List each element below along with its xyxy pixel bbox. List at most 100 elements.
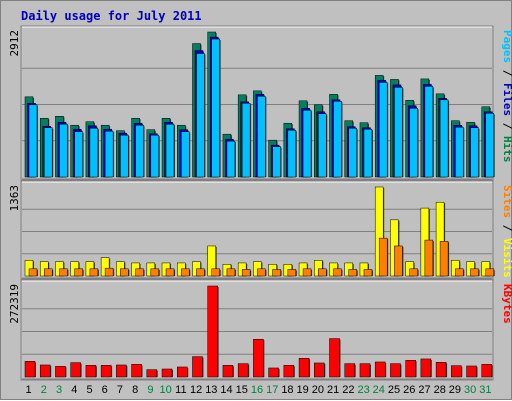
bar-kbytes-day-7 [116,364,127,378]
bar-sites-day-27 [424,239,434,277]
bar-kbytes-day-22 [344,363,355,378]
bar-sites-day-17 [272,269,281,277]
panel-1: 2912 Pages / Files / Hits [8,25,512,181]
bar-sites-day-7 [120,268,129,277]
panel-legend: Pages / Files / Hits [501,30,512,163]
bar-kbytes-day-21 [329,338,340,378]
bar-pages-day-14 [226,140,236,178]
bar-kbytes-day-6 [100,365,112,378]
day-label: 5 [86,384,92,396]
bar-pages-day-30 [470,127,479,178]
bar-sites-day-14 [226,268,236,277]
legend-entry: Files [501,83,512,116]
bar-kbytes-day-15 [237,363,249,378]
bar-kbytes-day-1 [24,361,36,378]
day-label: 16 [251,384,263,396]
day-label: 7 [117,384,123,396]
bar-kbytes-day-11 [177,366,188,378]
bar-kbytes-day-20 [314,362,325,378]
bar-pages-day-1 [28,104,38,178]
day-label: 14 [220,384,232,396]
day-label: 4 [71,384,77,396]
bar-sites-day-3 [59,268,68,277]
bar-sites-day-26 [409,268,418,277]
bar-pages-day-25 [394,87,403,178]
bar-kbytes-day-14 [222,365,234,378]
bar-sites-day-19 [302,268,312,277]
bar-pages-day-5 [89,127,99,178]
bar-kbytes-day-29 [451,365,462,378]
day-label: 19 [297,384,309,396]
bar-kbytes-day-12 [192,356,203,378]
legend-entry: / [501,218,512,238]
bar-pages-day-19 [302,110,312,178]
bar-kbytes-day-31 [481,364,493,378]
day-label: 26 [403,384,415,396]
bar-pages-day-22 [348,127,357,178]
bar-pages-day-20 [318,113,327,178]
series-pages [28,38,495,178]
series-kbytes [24,285,493,378]
bar-kbytes-day-4 [70,362,81,378]
bar-sites-day-31 [485,268,495,277]
day-label: 11 [175,384,186,396]
bar-kbytes-day-27 [420,358,432,378]
day-label: 15 [236,384,248,396]
bar-kbytes-day-16 [253,338,264,378]
bar-kbytes-day-10 [161,368,173,378]
day-label: 1 [26,384,32,396]
bar-pages-day-31 [485,113,495,178]
day-label: 20 [312,384,324,396]
day-label: 18 [281,384,293,396]
bar-pages-day-15 [241,103,251,178]
bar-sites-day-23 [363,269,373,277]
bar-sites-day-10 [165,268,175,277]
bar-pages-day-13 [211,38,220,178]
day-label: 24 [373,384,385,396]
day-label: 21 [327,384,339,396]
bar-kbytes-day-28 [435,362,447,378]
day-label: 17 [266,384,278,396]
bar-pages-day-10 [165,123,175,178]
panel-max-label: 272319 [8,284,21,324]
bar-kbytes-day-23 [359,363,371,378]
bar-pages-day-2 [43,127,53,178]
bar-kbytes-day-18 [283,365,295,378]
bar-kbytes-day-30 [466,365,477,378]
panel-max-label: 1363 [8,185,21,212]
bar-kbytes-day-2 [39,364,51,378]
bar-pages-day-26 [409,108,418,178]
bar-sites-day-9 [150,268,160,277]
bar-sites-day-5 [89,268,99,277]
day-label: 13 [205,384,217,396]
bar-pages-day-18 [287,129,297,178]
bar-kbytes-day-24 [374,361,386,378]
bar-pages-day-29 [455,126,464,178]
day-label: 3 [56,384,62,396]
bar-sites-day-1 [28,268,38,277]
bar-pages-day-23 [363,128,373,178]
legend-entry: KBytes [501,284,512,324]
bar-kbytes-day-5 [85,365,97,378]
bar-sites-day-28 [439,241,449,277]
day-label: 31 [479,384,491,396]
bar-sites-day-22 [348,269,357,277]
bar-pages-day-16 [257,96,266,178]
bar-sites-day-20 [318,268,327,277]
panel-max-label: 2912 [8,30,21,57]
day-label: 8 [132,384,138,396]
bar-sites-day-29 [455,268,464,277]
bar-sites-day-4 [74,268,83,277]
bar-pages-day-27 [424,86,434,178]
bar-sites-day-18 [287,269,297,277]
bar-sites-day-15 [241,269,251,277]
day-label: 6 [102,384,108,396]
day-axis: 1 2 3 4 5 6 7 8 9 10 11 12 13 14 15 16 17 18 19 20 21 22 23 24 2… [26,384,492,396]
bar-kbytes-day-3 [55,366,66,378]
bar-sites-day-30 [470,268,479,277]
bar-kbytes-day-17 [268,367,279,378]
panel-legend: KBytes [501,284,512,324]
bar-sites-day-12 [196,268,205,277]
